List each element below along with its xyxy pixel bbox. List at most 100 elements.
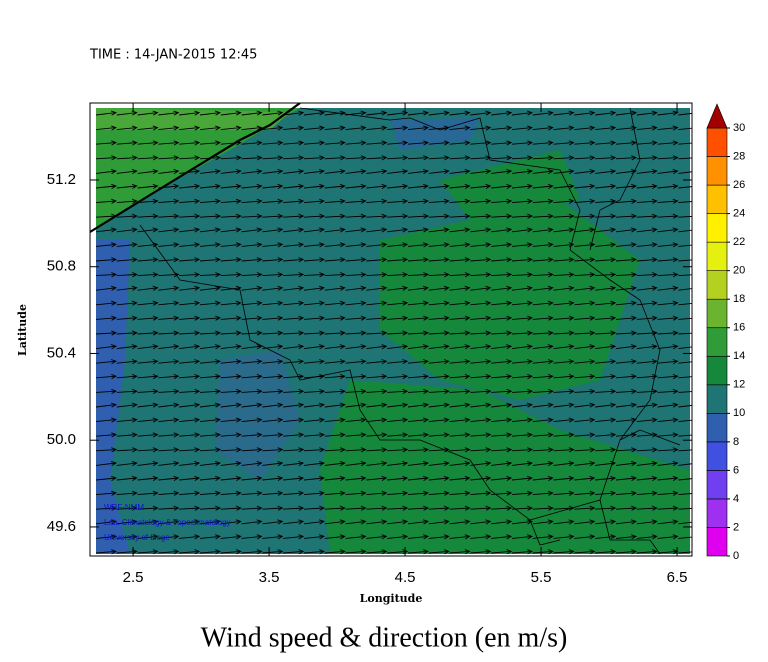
wind-arrow bbox=[116, 534, 138, 540]
wind-arrow bbox=[241, 402, 263, 408]
wind-arrow bbox=[137, 315, 159, 321]
wind-arrow bbox=[262, 373, 284, 380]
wind-arrow bbox=[615, 242, 637, 248]
wind-arrow bbox=[428, 110, 450, 116]
wind-arrow bbox=[407, 242, 429, 248]
wind-arrow bbox=[95, 519, 117, 525]
wind-arrow bbox=[407, 285, 429, 291]
wind-arrow bbox=[116, 140, 138, 146]
wind-arrow bbox=[636, 227, 658, 233]
wind-arrow bbox=[158, 272, 180, 278]
wind-arrow bbox=[387, 242, 409, 248]
wind-arrow bbox=[532, 402, 554, 408]
wind-arrow bbox=[553, 505, 575, 511]
wind-arrow bbox=[470, 183, 492, 189]
wind-arrow bbox=[283, 432, 305, 438]
wind-arrow bbox=[324, 285, 346, 291]
wind-arrow bbox=[407, 417, 429, 423]
wind-arrow bbox=[366, 272, 388, 278]
wind-arrow bbox=[324, 140, 346, 146]
wind-arrow bbox=[95, 257, 117, 263]
wind-arrow bbox=[199, 227, 221, 233]
wind-arrow bbox=[366, 475, 388, 481]
credit-text: Lab. Climatology & Topoclimatology bbox=[104, 518, 231, 527]
wind-arrow bbox=[179, 140, 201, 146]
wind-arrow bbox=[574, 344, 596, 350]
wind-arrow bbox=[532, 490, 554, 496]
field-region bbox=[96, 108, 300, 230]
wind-arrow bbox=[303, 373, 325, 380]
wind-arrow bbox=[241, 125, 263, 131]
wind-arrow bbox=[678, 521, 692, 525]
x-tick-label: 5.5 bbox=[531, 569, 552, 586]
wind-arrow bbox=[449, 460, 471, 467]
wind-arrow bbox=[262, 359, 284, 365]
wind-arrow bbox=[324, 330, 346, 336]
wind-arrow bbox=[158, 198, 180, 204]
wind-arrow bbox=[657, 519, 679, 525]
wind-arrow bbox=[241, 549, 263, 555]
wind-arrow bbox=[324, 373, 346, 380]
wind-arrow bbox=[137, 272, 159, 278]
wind-arrow bbox=[428, 519, 450, 525]
wind-arrow bbox=[324, 549, 346, 555]
wind-arrow bbox=[636, 155, 658, 161]
wind-arrow bbox=[615, 505, 638, 511]
wind-arrow bbox=[678, 127, 692, 131]
wind-arrow bbox=[657, 300, 679, 306]
wind-arrow bbox=[657, 257, 679, 263]
wind-arrow bbox=[345, 110, 367, 116]
wind-arrow bbox=[595, 447, 617, 453]
wind-arrow bbox=[615, 300, 637, 306]
wind-arrow bbox=[553, 330, 575, 336]
wind-arrow bbox=[345, 155, 367, 161]
wind-arrow bbox=[511, 227, 533, 233]
wind-arrow bbox=[449, 227, 471, 233]
wind-arrow bbox=[387, 475, 409, 481]
wind-arrow bbox=[678, 536, 692, 539]
wind-arrow bbox=[657, 447, 679, 453]
wind-arrow bbox=[532, 300, 554, 306]
wind-arrow bbox=[95, 447, 118, 453]
wind-arrow bbox=[449, 213, 471, 219]
wind-arrow bbox=[345, 505, 367, 511]
wind-arrow bbox=[553, 359, 575, 365]
wind-arrow bbox=[387, 344, 409, 350]
wind-arrow bbox=[262, 519, 284, 525]
wind-arrow bbox=[532, 140, 554, 146]
wind-arrow bbox=[428, 140, 450, 146]
wind-arrow bbox=[116, 417, 138, 423]
wind-arrow bbox=[158, 359, 180, 365]
wind-arrow bbox=[407, 140, 429, 146]
wind-arrow bbox=[428, 549, 450, 555]
wind-arrow bbox=[179, 183, 201, 189]
wind-arrow bbox=[241, 475, 263, 481]
wind-arrow bbox=[636, 198, 658, 204]
wind-arrow bbox=[283, 315, 305, 321]
wind-arrow bbox=[241, 213, 263, 219]
wind-arrow bbox=[615, 490, 637, 496]
wind-arrow bbox=[407, 272, 430, 278]
wind-arrow bbox=[615, 549, 637, 555]
wind-arrow bbox=[470, 388, 492, 394]
wind-arrow bbox=[511, 213, 534, 219]
wind-arrow bbox=[615, 315, 637, 321]
wind-arrow bbox=[95, 125, 117, 131]
wind-arrow bbox=[303, 432, 325, 438]
wind-arrow bbox=[553, 490, 575, 496]
wind-arrow bbox=[137, 155, 159, 161]
wind-arrow bbox=[158, 402, 180, 408]
wind-arrow bbox=[449, 490, 471, 496]
wind-arrow bbox=[262, 272, 284, 278]
wind-arrow bbox=[615, 344, 637, 350]
wind-arrow bbox=[470, 490, 492, 496]
wind-arrow bbox=[303, 227, 325, 233]
wind-arrow bbox=[345, 475, 367, 481]
wind-arrow bbox=[179, 330, 201, 336]
colorbar-bin bbox=[706, 241, 728, 271]
wind-arrow bbox=[199, 373, 221, 380]
colorbar-bin bbox=[706, 441, 728, 471]
wind-arrow bbox=[615, 460, 637, 467]
wind-arrow bbox=[283, 417, 305, 423]
wind-arrow bbox=[428, 125, 450, 131]
